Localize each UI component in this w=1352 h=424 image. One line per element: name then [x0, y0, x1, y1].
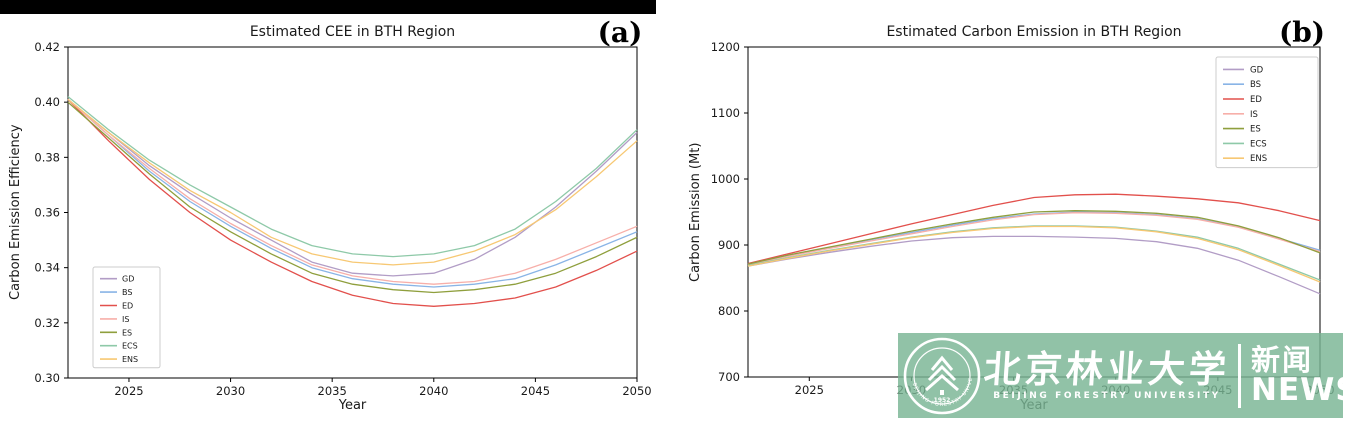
- series-line-ED: [747, 193, 1321, 265]
- legend-box: [1215, 56, 1319, 169]
- legend-label-ENS: ENS: [122, 355, 138, 364]
- legend-label-GD: GD: [1250, 65, 1264, 75]
- y-tick-label: 1000: [711, 172, 740, 186]
- watermark-divider: [1238, 343, 1241, 408]
- news-label-cn: 新闻: [1251, 342, 1314, 377]
- chart-a-plot: 2025 2030 2035 2040 2045 2050 0.30 0.32 0.34 0.36…: [34, 40, 651, 398]
- top-black-bar: [0, 0, 656, 14]
- series-line-GD: [747, 235, 1321, 295]
- seal-year-label: 1952: [934, 397, 951, 404]
- series-line-IS: [67, 98, 638, 285]
- x-tick-label: 2035: [318, 384, 347, 398]
- series-line-GD: [67, 98, 638, 277]
- y-tick-label: 0.36: [34, 206, 60, 220]
- university-name-en: BEIJING FORESTRY UNIVERSITY: [993, 391, 1221, 402]
- panel-label-b: (b): [1278, 16, 1326, 49]
- legend-label-IS: IS: [122, 315, 129, 324]
- x-tick-label: 2045: [521, 384, 550, 398]
- y-tick-label: 800: [718, 304, 740, 318]
- series-line-BS: [747, 211, 1321, 265]
- legend-label-GD: GD: [122, 275, 134, 284]
- series-line-ENS: [67, 98, 638, 266]
- y-tick-label: 0.30: [34, 371, 60, 385]
- series-line-ECS: [67, 96, 638, 258]
- series-line-ES: [67, 101, 638, 294]
- series-line-ENS: [747, 225, 1321, 283]
- legend-label-ENS: ENS: [1250, 154, 1267, 164]
- y-tick-label: 0.40: [34, 95, 60, 109]
- legend-label-ECS: ECS: [1250, 139, 1267, 149]
- y-tick-label: 0.34: [34, 261, 60, 275]
- series-line-BS: [67, 98, 638, 288]
- series-line-IS: [747, 212, 1321, 266]
- y-tick-label: 0.32: [34, 316, 60, 330]
- series-line-ED: [67, 98, 638, 307]
- legend-label-ES: ES: [1250, 125, 1261, 135]
- news-label-block: 新闻 NEWS: [1251, 342, 1352, 408]
- y-tick-label: 900: [718, 238, 740, 252]
- x-tick-label: 2025: [114, 384, 143, 398]
- y-tick-label: 0.38: [34, 150, 60, 164]
- chart-a-title: Estimated CEE in BTH Region: [249, 24, 456, 40]
- university-name-cn: 北京林业大学: [982, 347, 1232, 391]
- x-tick-label: 2040: [419, 384, 448, 398]
- legend-label-ECS: ECS: [122, 342, 138, 351]
- y-tick-label: 1100: [711, 106, 740, 120]
- legend-label-BS: BS: [122, 288, 132, 297]
- news-label-en: NEWS: [1251, 371, 1352, 408]
- legend-label-ED: ED: [122, 302, 133, 311]
- series-line-ECS: [747, 225, 1321, 281]
- figure-panel-a: Estimated CEE in BTH Region (a) Carbon E…: [8, 16, 652, 413]
- panel-label-a: (a): [597, 16, 643, 49]
- y-tick-label: 0.42: [34, 40, 60, 54]
- legend-label-ED: ED: [1250, 95, 1262, 105]
- series-line-ES: [747, 210, 1321, 265]
- figure-panel-b: Estimated Carbon Emission in BTH Region …: [676, 0, 1352, 424]
- chart-b-title: Estimated Carbon Emission in BTH Region: [886, 24, 1182, 40]
- legend-label-BS: BS: [1250, 80, 1261, 90]
- university-name-block: 北京林业大学 BEIJING FORESTRY UNIVERSITY: [982, 347, 1232, 402]
- y-tick-label: 700: [718, 370, 740, 384]
- chart-a-xlabel: Year: [338, 398, 367, 413]
- x-tick-label: 2025: [795, 383, 824, 397]
- y-tick-label: 1200: [711, 40, 740, 54]
- legend-label-IS: IS: [1250, 110, 1258, 120]
- x-tick-label: 2030: [216, 384, 245, 398]
- bfu-news-watermark-banner: 1952 BEIJING FORESTRY UNIVERSITY 北京林业大学 …: [898, 333, 1352, 418]
- legend-label-ES: ES: [122, 328, 132, 337]
- bfu-seal-icon: 1952 BEIJING FORESTRY UNIVERSITY: [902, 336, 981, 414]
- x-tick-label: 2050: [622, 384, 651, 398]
